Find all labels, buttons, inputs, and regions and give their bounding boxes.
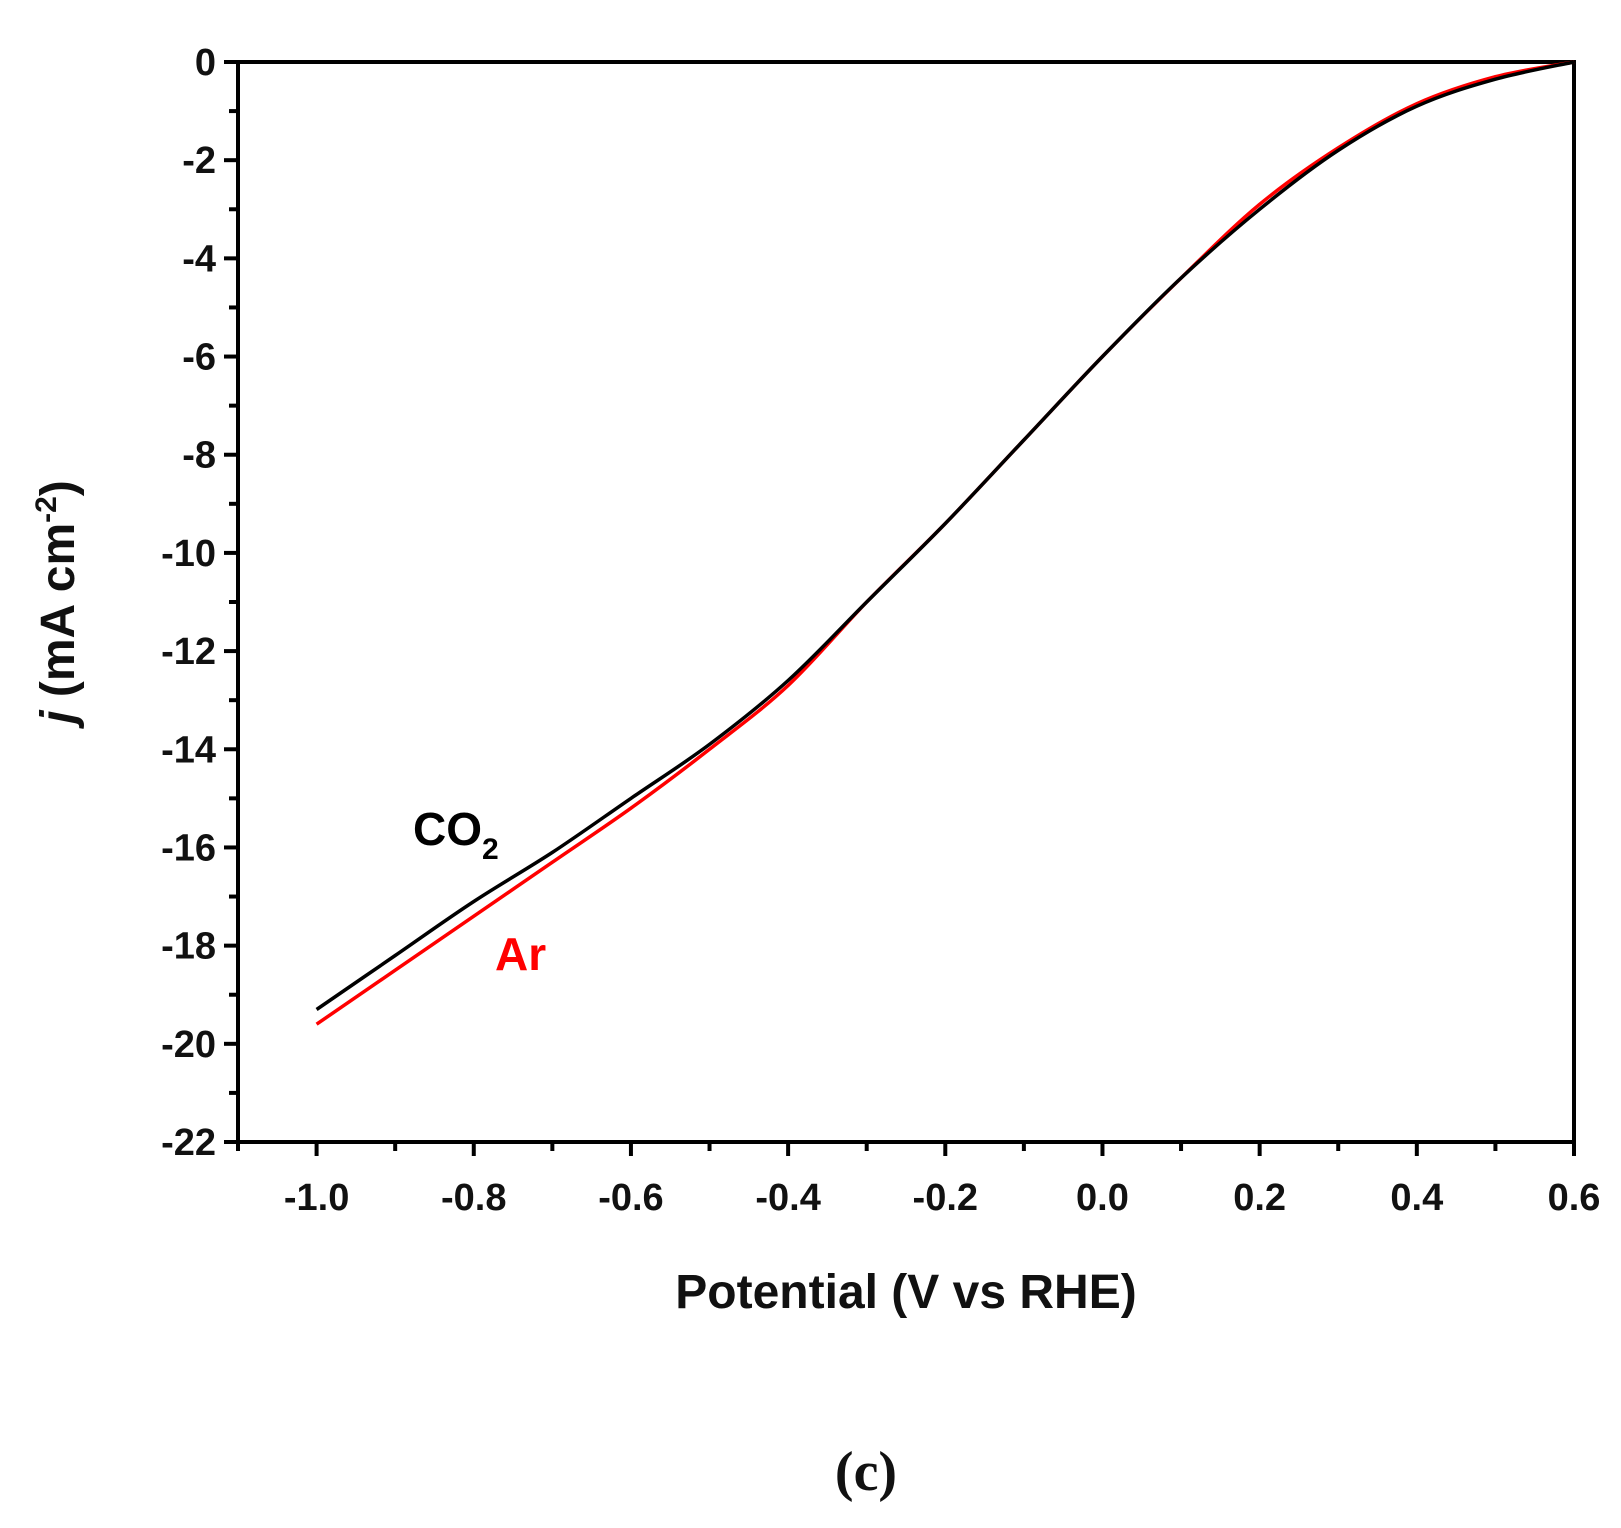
panel-label: (c) [835, 1441, 897, 1503]
series-lines [315, 60, 1575, 1026]
y-tick-label: -6 [182, 337, 216, 379]
y-axis-title: j (mA cm-2) [30, 480, 85, 730]
x-tick-label: -0.4 [755, 1177, 820, 1219]
y-tick-label: -20 [161, 1024, 216, 1066]
y-tick-label: 0 [195, 42, 216, 84]
y-tick-label: -18 [161, 926, 216, 968]
y-tick-label: -22 [161, 1122, 216, 1164]
y-tick-label: -16 [161, 827, 216, 869]
x-tick-label: -0.2 [913, 1177, 978, 1219]
y-tick-label: -4 [182, 238, 216, 280]
x-axis: -1.0 -0.8 -0.6 -0.4 -0.2 0.0 0.2 0.4 0.6 [236, 1142, 1601, 1219]
y-tick-label: -12 [161, 631, 216, 673]
y-axis: 0 -2 -4 -6 -8 -10 -12 -14 -16 -18 -20 -22 [161, 42, 238, 1164]
x-tick-label: 0.0 [1076, 1177, 1129, 1219]
x-axis-title: Potential (V vs RHE) [675, 1266, 1136, 1319]
plot-frame [236, 60, 1576, 1144]
x-tick-label: 0.4 [1390, 1177, 1443, 1219]
y-tick-label: -14 [161, 729, 216, 771]
x-tick-label: 0.2 [1233, 1177, 1286, 1219]
y-tick-label: -2 [182, 140, 216, 182]
x-tick-label: -0.8 [441, 1177, 506, 1219]
series-line-co2 [315, 60, 1575, 1011]
series-label-ar: Ar [495, 928, 546, 980]
y-tick-label: -8 [182, 435, 216, 477]
y-tick-label: -10 [161, 533, 216, 575]
x-tick-label: -1.0 [284, 1177, 349, 1219]
series-label-co2: CO2 [413, 803, 499, 866]
x-tick-label: -0.6 [598, 1177, 663, 1219]
x-tick-label: 0.6 [1548, 1177, 1601, 1219]
